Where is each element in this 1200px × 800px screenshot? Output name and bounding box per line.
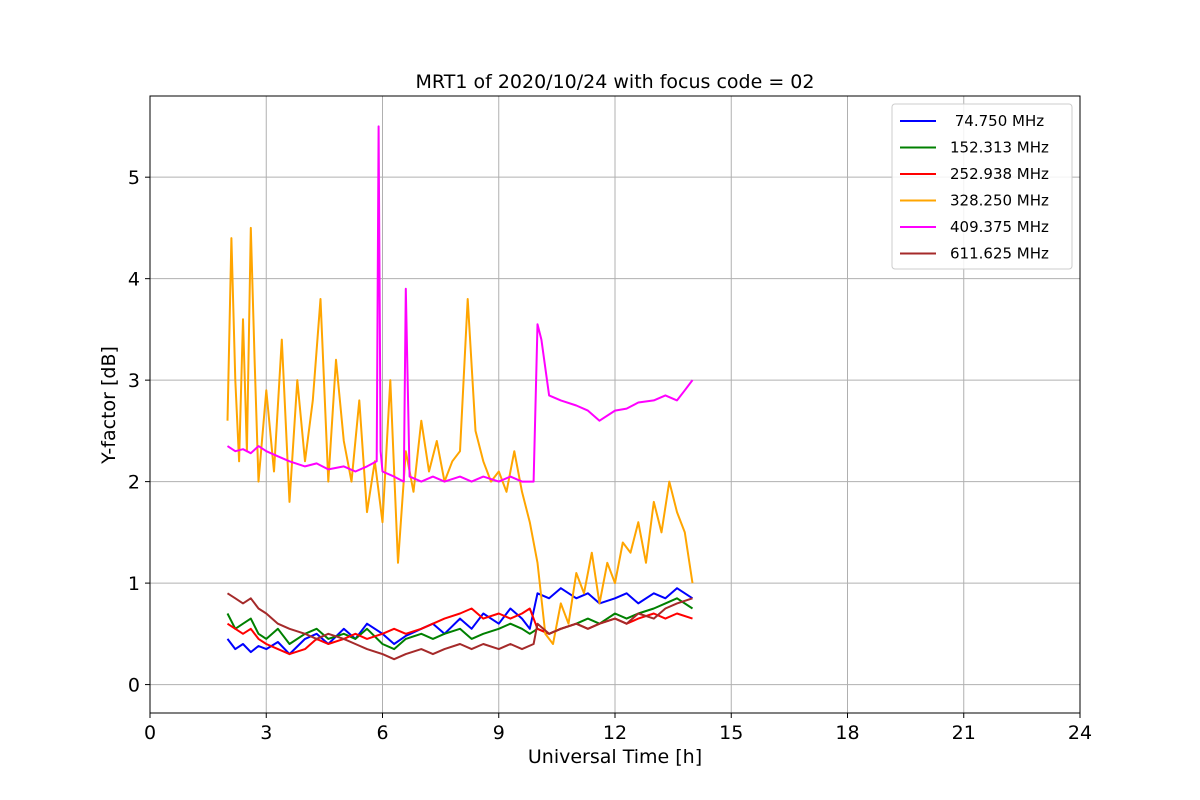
y-axis-label: Y-factor [dB] xyxy=(98,346,120,465)
chart-title: MRT1 of 2020/10/24 with focus code = 02 xyxy=(416,71,815,93)
series-line-1 xyxy=(226,587,694,656)
x-tick-label: 3 xyxy=(260,722,272,744)
legend-entry: 152.313 MHz xyxy=(950,139,1049,157)
x-axis-label: Universal Time [h] xyxy=(528,746,702,768)
x-tick-label: 12 xyxy=(603,722,627,744)
series-line-6 xyxy=(226,592,693,661)
legend-box xyxy=(891,103,1073,270)
x-tick-label: 24 xyxy=(1068,722,1092,744)
x-tick-label: 18 xyxy=(835,722,859,744)
legend-entry: 328.250 MHz xyxy=(950,192,1049,210)
y-tick-label: 5 xyxy=(128,167,140,189)
legend-entry: 74.750 MHz xyxy=(950,112,1044,130)
x-tick-label: 0 xyxy=(144,722,156,744)
x-tick-label: 15 xyxy=(719,722,743,744)
legend: 74.750 MHz 152.313 MHz 252.938 MHz 328.250 … xyxy=(891,103,1073,270)
x-tick-label: 21 xyxy=(952,722,976,744)
y-tick-label: 3 xyxy=(128,370,140,392)
legend-entry: 252.938 MHz xyxy=(950,165,1049,183)
series-line-5 xyxy=(226,125,694,483)
x-tick-label: 6 xyxy=(376,722,388,744)
series-layer xyxy=(226,125,694,661)
legend-entry: 409.375 MHz xyxy=(950,218,1049,236)
y-tick-label: 0 xyxy=(128,675,140,697)
x-tick-label: 9 xyxy=(493,722,505,744)
y-tick-label: 2 xyxy=(128,472,140,494)
y-axis: 0 1 2 3 4 5 xyxy=(128,167,150,697)
x-axis: 0 3 6 9 12 15 18 21 24 xyxy=(144,713,1092,744)
legend-entry: 611.625 MHz xyxy=(950,245,1049,263)
y-tick-label: 4 xyxy=(128,269,140,291)
y-tick-label: 1 xyxy=(128,573,140,595)
series-line-2 xyxy=(226,597,694,651)
